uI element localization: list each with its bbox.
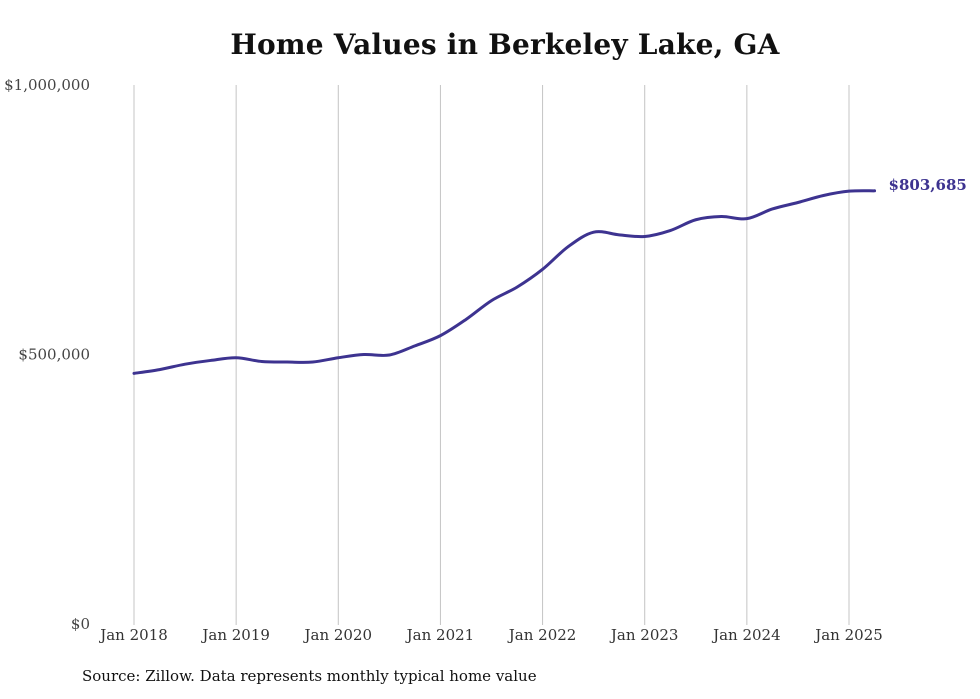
data-point: [311, 361, 314, 364]
x-tick-label: Jan 2023: [609, 626, 679, 644]
end-label-layer: $803,685: [889, 176, 967, 194]
data-point: [618, 233, 621, 236]
data-point: [209, 359, 212, 362]
end-value-label: $803,685: [889, 176, 967, 194]
data-point: [465, 318, 468, 321]
gridlines: [133, 85, 850, 625]
x-tick-label: Jan 2018: [98, 626, 168, 644]
data-point: [592, 231, 595, 234]
series-line: [132, 189, 877, 375]
x-tick-label: Jan 2020: [303, 626, 373, 644]
data-point: [694, 218, 697, 221]
data-point: [158, 368, 161, 371]
data-point: [235, 356, 238, 359]
y-tick-label: $1,000,000: [4, 76, 90, 94]
data-point: [541, 268, 544, 271]
data-point: [720, 215, 723, 218]
data-point: [490, 299, 493, 302]
data-point: [771, 208, 774, 211]
series-layer: [132, 189, 877, 375]
data-point: [745, 217, 748, 220]
x-axis-ticks: Jan 2018 Jan 2019 Jan 2020 Jan 2021 Jan 2022…: [98, 626, 883, 644]
data-point: [848, 190, 851, 193]
data-point: [413, 344, 416, 347]
data-point: [388, 354, 391, 357]
data-point: [873, 189, 876, 192]
data-point: [260, 360, 263, 363]
data-point: [337, 356, 340, 359]
data-point: [669, 229, 672, 232]
data-point: [184, 363, 187, 366]
y-axis-ticks: $0 $500,000 $1,000,000: [4, 76, 90, 633]
data-point: [133, 372, 136, 375]
x-tick-label: Jan 2024: [711, 626, 781, 644]
x-tick-label: Jan 2019: [200, 626, 270, 644]
data-point: [286, 361, 289, 364]
chart-title: Home Values in Berkeley Lake, GA: [230, 28, 780, 61]
data-point: [439, 334, 442, 337]
data-point: [643, 235, 646, 238]
x-tick-label: Jan 2022: [507, 626, 577, 644]
data-point: [362, 353, 365, 356]
x-tick-label: Jan 2021: [405, 626, 475, 644]
x-tick-label: Jan 2025: [813, 626, 883, 644]
source-note: Source: Zillow. Data represents monthly …: [82, 667, 537, 685]
y-tick-label: $500,000: [18, 346, 90, 364]
data-point: [797, 201, 800, 204]
data-point: [567, 245, 570, 248]
y-tick-label: $0: [71, 615, 90, 633]
data-point: [822, 194, 825, 197]
data-point: [516, 286, 519, 289]
